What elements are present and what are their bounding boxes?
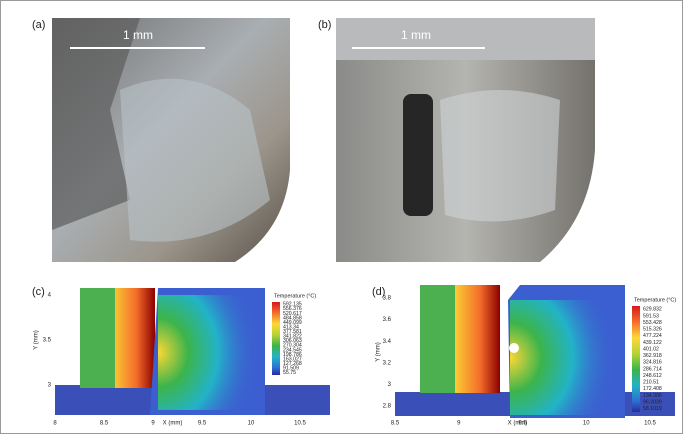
x-axis-label: X (mm): [163, 421, 183, 427]
colorbar-label: 629.832: [643, 307, 662, 313]
photo-highlight: [440, 90, 560, 221]
colorbar-label: 477.224: [643, 333, 662, 339]
y-axis-label: Y (mm): [376, 342, 382, 362]
colorbar-label: 58.1019: [643, 406, 662, 412]
x-axis-label: X (mm): [508, 421, 528, 427]
mesh: [510, 300, 615, 415]
colorbar-label: 210.51: [643, 380, 659, 386]
x-tick-label: 8.5: [391, 421, 400, 427]
colorbar-title: Temperature (°C): [274, 293, 316, 299]
y-tick-label: 3.2: [383, 360, 392, 366]
y-tick-label: 3: [48, 383, 52, 389]
x-tick-label: 10: [583, 421, 590, 427]
colorbar-label: 515.326: [643, 327, 662, 333]
scale-bar-label: 1 mm: [123, 28, 153, 42]
y-tick-label: 4: [48, 293, 52, 299]
panel-label: (a): [32, 19, 45, 31]
x-tick-label: 8: [53, 421, 57, 427]
y-tick-label: 3.4: [383, 339, 392, 345]
x-tick-label: 8.5: [100, 421, 109, 427]
mesh: [158, 295, 258, 410]
y-tick-label: 3.5: [43, 338, 52, 344]
colorbar-label: 96.2039: [643, 399, 662, 405]
panel-label: (b): [318, 19, 331, 31]
colorbar-label: 324.816: [643, 360, 662, 366]
x-tick-label: 10.5: [644, 421, 656, 427]
x-tick-label: 10: [248, 421, 255, 427]
colorbar-label: 591.53: [643, 313, 659, 319]
x-tick-label: 9: [457, 421, 461, 427]
y-tick-label: 3.8: [383, 296, 392, 302]
colorbar-label: 134.306: [643, 393, 662, 399]
colorbar-label: 401.02: [643, 346, 659, 352]
photo-background: [336, 18, 595, 60]
mesh: [420, 285, 455, 393]
colorbar-label: 172.408: [643, 386, 662, 392]
y-tick-label: 3.6: [383, 317, 392, 323]
y-tick-label: 3: [388, 382, 392, 388]
mesh-hole: [509, 343, 519, 353]
y-axis-label: Y (mm): [34, 330, 40, 350]
colorbar: [272, 302, 280, 375]
panel-label: (c): [32, 286, 45, 298]
colorbar-label: 286.714: [643, 366, 662, 372]
colorbar-title: Temperature (°C): [634, 297, 676, 303]
colorbar-label: 439.122: [643, 340, 662, 346]
colorbar-label: 362.918: [643, 353, 662, 359]
colorbar-label: 553.428: [643, 320, 662, 326]
colorbar-label: 55.75: [283, 370, 296, 376]
scale-bar-label: 1 mm: [401, 28, 431, 42]
x-tick-label: 9: [151, 421, 155, 427]
x-tick-label: 9.5: [198, 421, 207, 427]
figure: 1 mm 1 mm (a)(b)(c)(d)88.599.51010.543.5…: [0, 0, 683, 434]
mesh: [80, 288, 115, 388]
photo-slot: [403, 94, 433, 216]
x-tick-label: 10.5: [294, 421, 306, 427]
colorbar-label: 248.612: [643, 373, 662, 379]
y-tick-label: 2.8: [383, 404, 392, 410]
colorbar: [632, 306, 640, 412]
